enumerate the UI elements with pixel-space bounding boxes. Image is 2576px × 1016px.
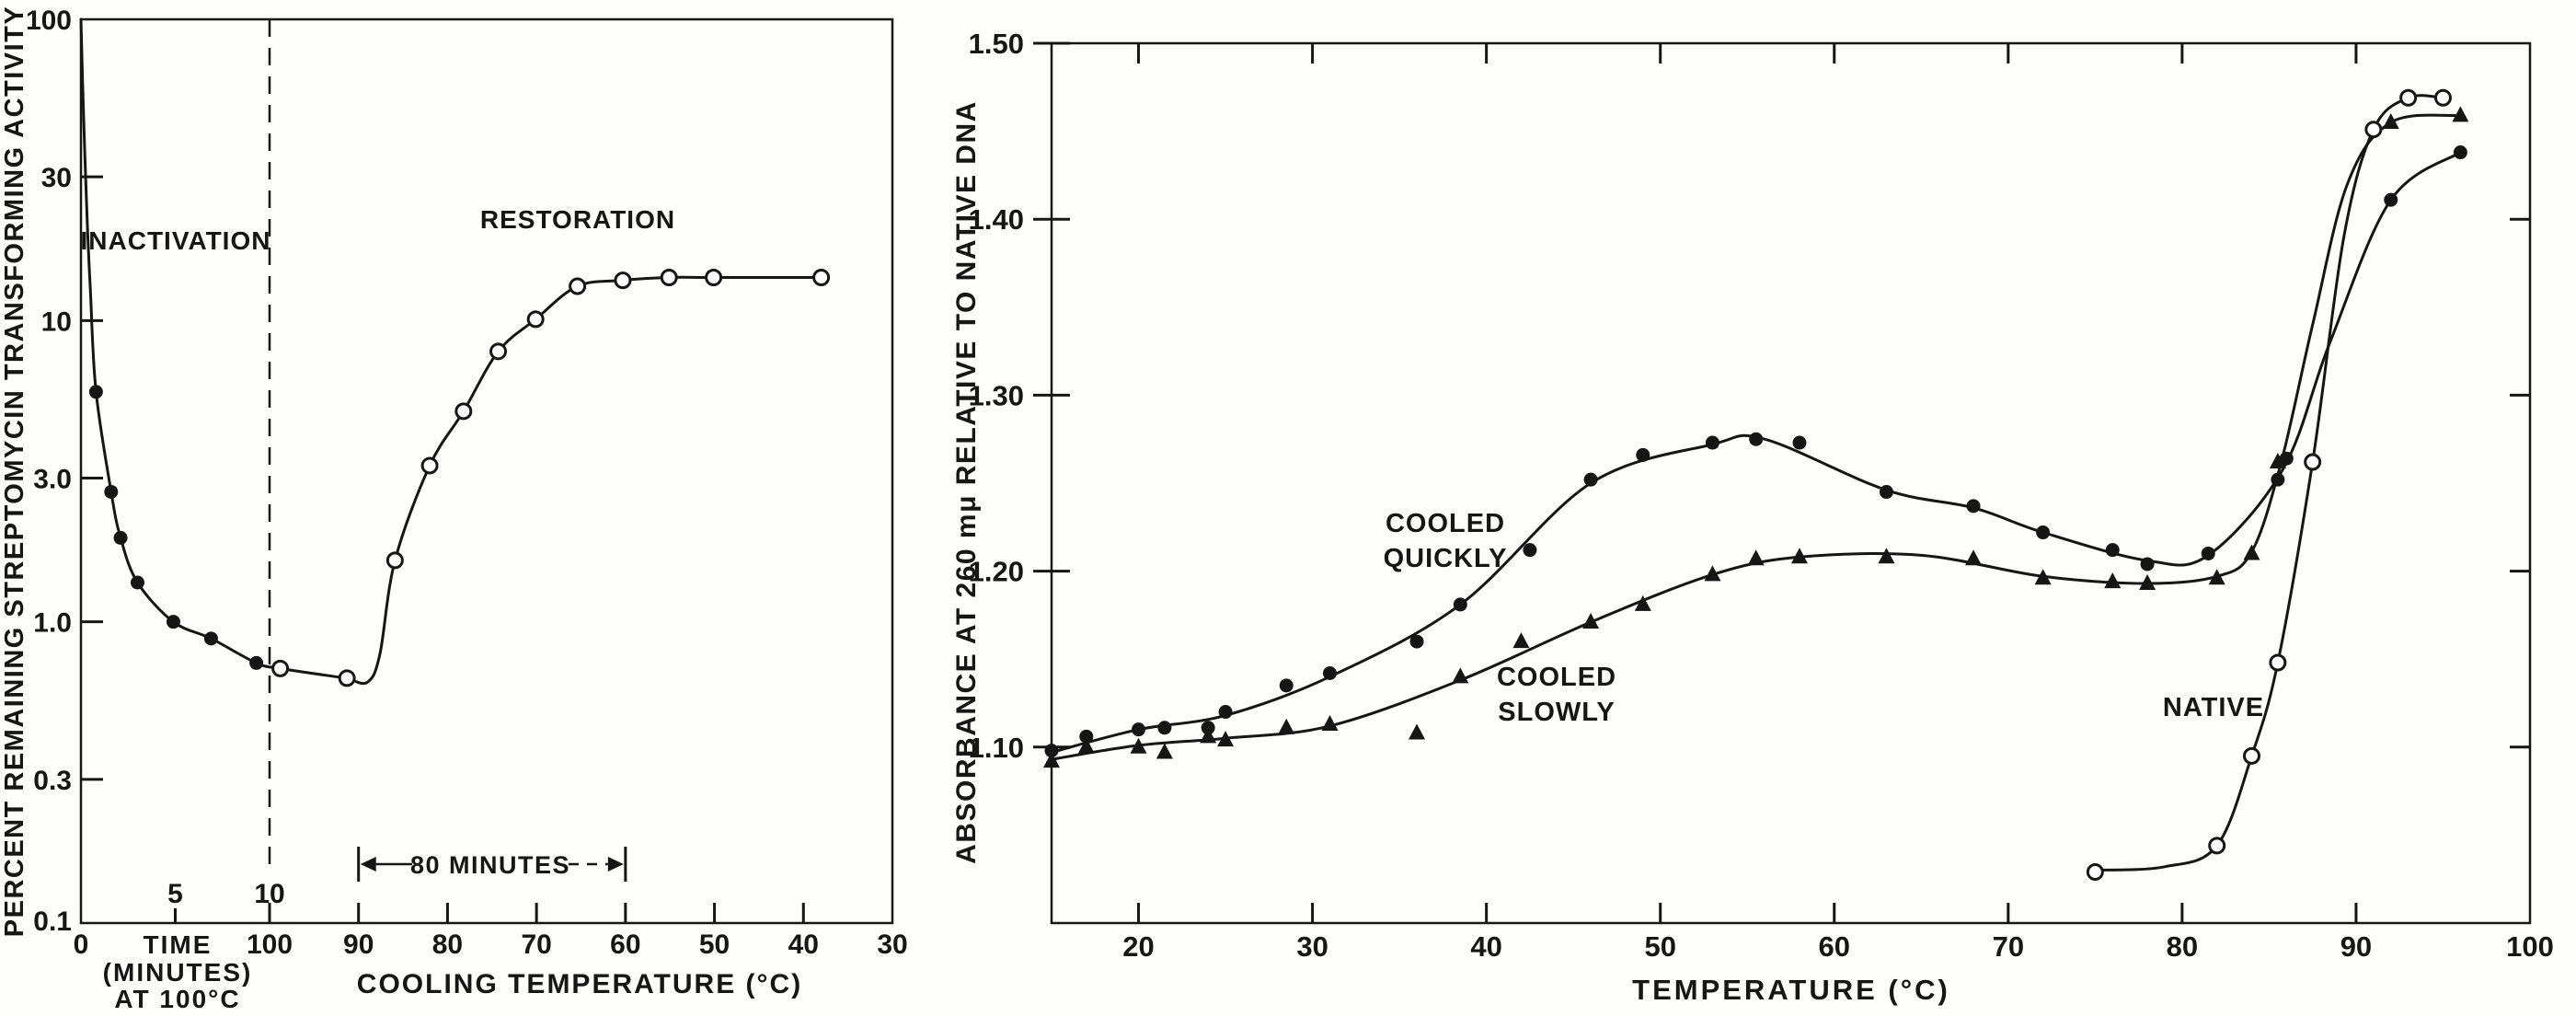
native-points (2086, 88, 2452, 882)
abs-tick-label: 1.40 (969, 203, 1024, 236)
y-tick-label: 0.1 (33, 906, 72, 937)
inactivation-label: INACTIVATION (81, 226, 271, 255)
right-arrowhead-icon (607, 857, 624, 872)
cooling-tick-label: 60 (610, 929, 640, 960)
temp-tick-label: 90 (2340, 930, 2372, 963)
time-axis-title-line: TIME (144, 930, 213, 959)
y-tick-label: 3.0 (33, 464, 72, 494)
cooling-tick-label: 30 (877, 929, 907, 960)
y-tick-label: 10 (41, 306, 72, 337)
temp-tick-label: 80 (2167, 930, 2198, 963)
time-tick-label: 5 (167, 879, 183, 909)
activity-y-axis-title: PERCENT REMAINING STREPTOMYCIN TRANSFORM… (0, 6, 29, 937)
time-axis-title-line: (MINUTES) (103, 958, 253, 987)
temp-tick-label: 70 (1993, 930, 2024, 963)
cooling-axis-title: COOLING TEMPERATURE (°C) (357, 969, 802, 999)
temperature-axis-title: TEMPERATURE (°C) (1632, 974, 1950, 1006)
time-axis-title-line: AT 100°C (114, 985, 240, 1013)
absorbance-chart: 20 30 40 50 60 70 80 90 100 1.50 1.40 1.30 1.20 1.10A… (951, 28, 2554, 1006)
cooled-quickly-label-line: QUICKLY (1384, 544, 1508, 573)
span-annotation-text: 80 MINUTES (410, 851, 570, 879)
temp-tick-label: 100 (2506, 930, 2554, 963)
abs-tick-label: 1.50 (969, 28, 1024, 60)
cooled-slowly-label-line: COOLED (1497, 663, 1616, 692)
cooling-tick-label: 80 (432, 929, 463, 960)
time-tick-label: 0 (74, 929, 89, 960)
y-tick-label: 30 (41, 163, 72, 193)
left-arrowhead-icon (360, 857, 376, 872)
cooled-quickly-curve (1050, 151, 2462, 754)
y-tick-label: 0.3 (33, 766, 72, 796)
native-curve (2093, 94, 2444, 872)
absorbance-y-axis-title: ABSORBANCE AT 260 mμ RELATIVE TO NATIVE … (951, 100, 982, 864)
abs-tick-label: 1.20 (969, 556, 1024, 588)
cooled-quickly-label-line: COOLED (1386, 509, 1505, 538)
cooled-slowly-points (1043, 106, 2469, 768)
restoration-points (271, 269, 831, 687)
temp-tick-label: 60 (1819, 930, 1850, 963)
temp-tick-label: 50 (1644, 930, 1675, 963)
cooled-slowly-label-line: SLOWLY (1498, 698, 1615, 727)
inactivation-points (88, 385, 264, 670)
cooled-quickly-points (1044, 145, 2467, 758)
temp-tick-label: 20 (1122, 930, 1154, 963)
restoration-label: RESTORATION (480, 205, 675, 234)
cooling-tick-label: 50 (699, 929, 730, 960)
activity-plot-border (79, 17, 894, 925)
cooling-tick-label: 40 (788, 929, 819, 960)
y-tick-label: 1.0 (33, 608, 72, 639)
abs-tick-label: 1.10 (969, 732, 1024, 764)
cooling-tick-label: 70 (521, 929, 551, 960)
temp-tick-label: 30 (1296, 930, 1328, 963)
native-label-line: NATIVE (2163, 693, 2264, 722)
temp-tick-label: 40 (1470, 930, 1501, 963)
abs-tick-label: 1.30 (969, 379, 1024, 411)
cooling-tick-label: 100 (247, 929, 293, 960)
activity-curve (79, 17, 823, 686)
cooling-tick-label: 90 (343, 929, 374, 960)
y-tick-label: 100 (26, 6, 72, 36)
absorbance-plot-border (1050, 41, 2532, 925)
span-annotation-80-minutes: 80 MINUTES (357, 847, 627, 882)
